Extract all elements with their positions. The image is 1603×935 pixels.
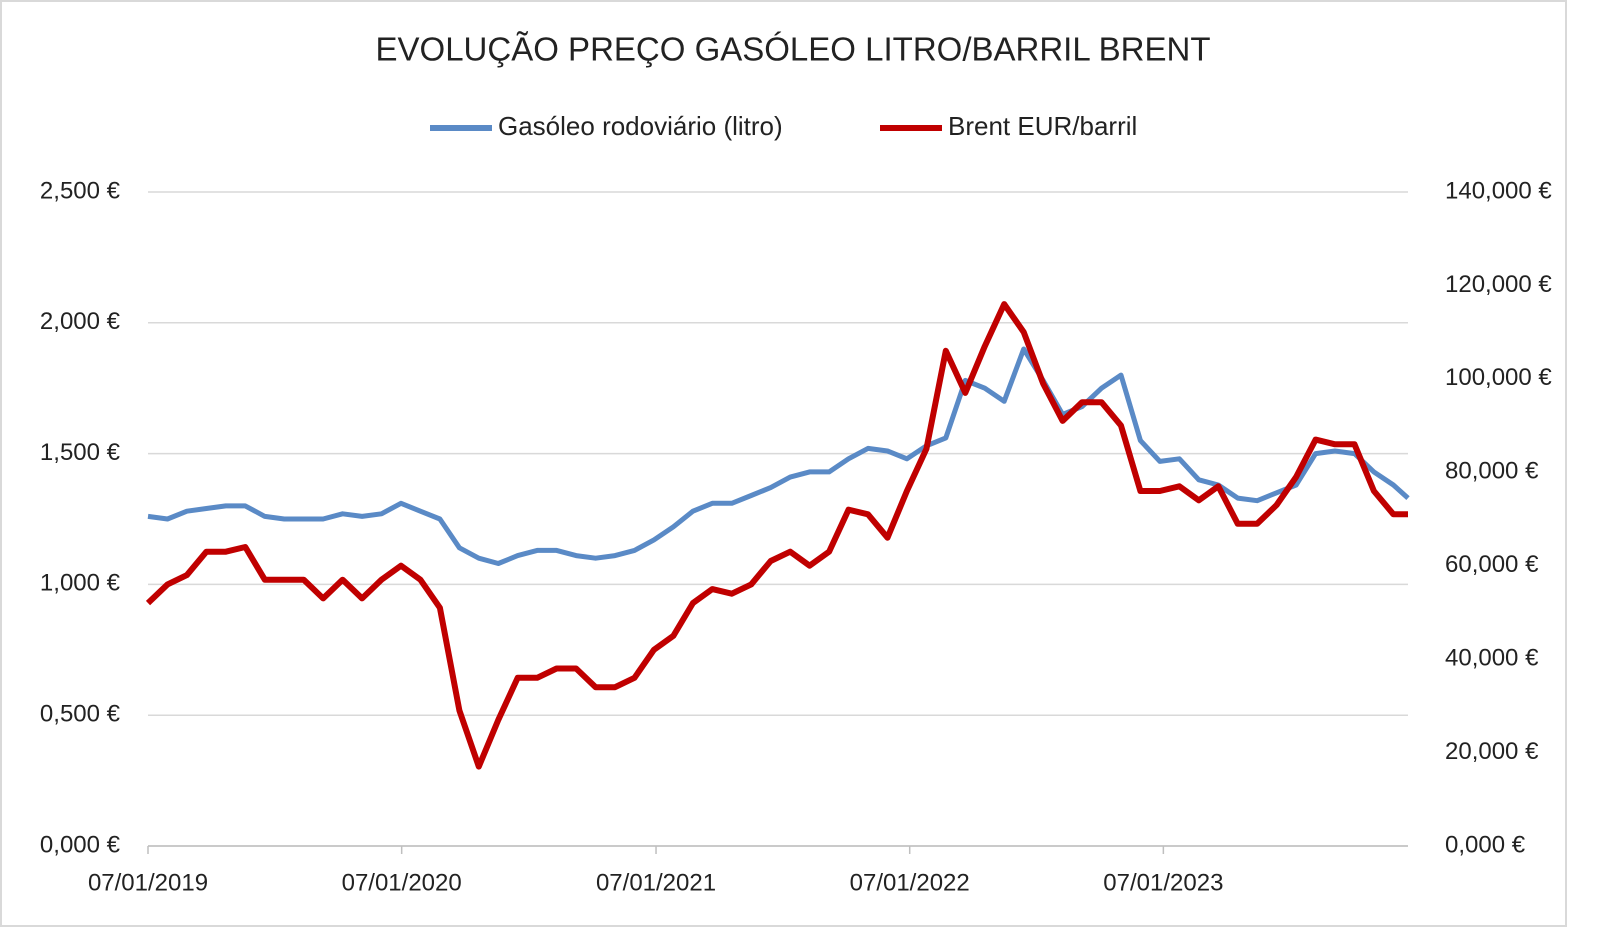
y2-tick-label: 140,000 € — [1445, 177, 1552, 204]
y-tick-label: 0,000 € — [40, 831, 121, 858]
y-tick-label: 1,000 € — [40, 570, 121, 597]
x-tick-label: 07/01/2023 — [1103, 869, 1223, 896]
x-tick-label: 07/01/2019 — [88, 869, 208, 896]
y2-tick-label: 80,000 € — [1445, 458, 1539, 485]
x-tick-label: 07/01/2022 — [850, 869, 970, 896]
series-line — [147, 346, 1410, 566]
y2-tick-label: 120,000 € — [1445, 271, 1552, 298]
legend-label: Gasóleo rodoviário (litro) — [498, 111, 783, 141]
series-line — [145, 301, 1408, 770]
legend-label: Brent EUR/barril — [948, 111, 1137, 141]
y2-tick-label: 60,000 € — [1445, 551, 1539, 578]
y-tick-label: 1,500 € — [40, 439, 121, 466]
x-tick-label: 07/01/2020 — [342, 869, 462, 896]
y-tick-label: 0,500 € — [40, 701, 121, 728]
y-tick-label: 2,000 € — [40, 308, 121, 335]
y2-tick-label: 100,000 € — [1445, 364, 1552, 391]
chart-border — [0, 0, 1567, 927]
y2-tick-label: 0,000 € — [1445, 831, 1526, 858]
y-tick-label: 2,500 € — [40, 177, 121, 204]
y2-tick-label: 40,000 € — [1445, 644, 1539, 671]
y2-tick-label: 20,000 € — [1445, 738, 1539, 765]
x-tick-label: 07/01/2021 — [596, 869, 716, 896]
chart-title: EVOLUÇÃO PREÇO GASÓLEO LITRO/BARRIL BREN… — [376, 31, 1211, 68]
